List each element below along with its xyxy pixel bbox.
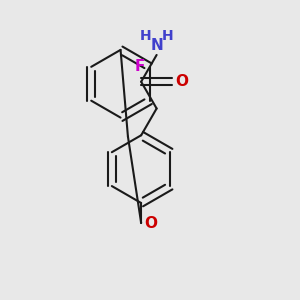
Text: F: F bbox=[134, 59, 145, 74]
Text: H: H bbox=[140, 28, 151, 43]
Text: H: H bbox=[162, 28, 174, 43]
Text: N: N bbox=[150, 38, 163, 52]
Text: O: O bbox=[176, 74, 189, 89]
Text: O: O bbox=[144, 215, 157, 230]
